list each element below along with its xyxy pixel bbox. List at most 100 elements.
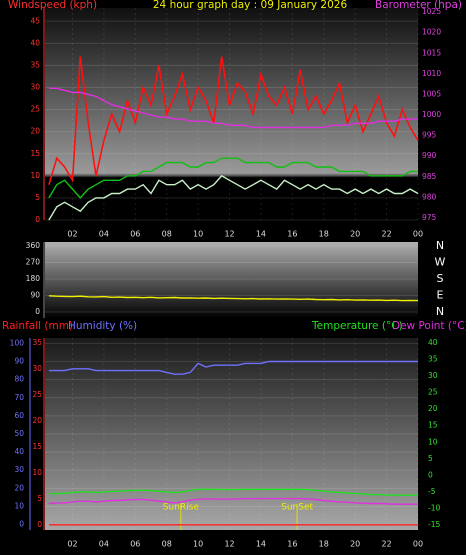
x-tick-label: 20	[350, 540, 360, 549]
y2-tick-label: 980	[422, 192, 437, 201]
y-tick-label: 25	[30, 105, 40, 114]
series-line	[48, 360, 418, 375]
y3-tick-label: 5	[37, 494, 42, 503]
y2-tick-label: 40	[428, 338, 438, 347]
y2-tick-label: E	[437, 288, 444, 301]
series-line	[48, 87, 418, 129]
y3-tick-label: 30	[32, 364, 42, 373]
y2-tick-label: 5	[428, 454, 433, 463]
y2-tick-label: 35	[428, 355, 438, 364]
y2-tick-label: -10	[428, 503, 440, 512]
y-tick-label: 90	[14, 357, 24, 366]
y2-tick-label: 990	[422, 151, 437, 160]
y3-tick-label: 25	[32, 390, 42, 399]
y-tick-label: 45	[30, 16, 40, 25]
y-tick-label: 5	[35, 193, 40, 202]
x-tick-label: 10	[193, 230, 203, 239]
y2-tick-label: 985	[422, 172, 437, 181]
x-tick-label: 16	[287, 230, 297, 239]
y-tick-label: 30	[14, 465, 24, 474]
y2-tick-label: 30	[428, 371, 438, 380]
x-tick-label: 06	[130, 230, 140, 239]
y-tick-label: 40	[30, 38, 40, 47]
y2-tick-label: S	[437, 272, 444, 285]
series-line	[48, 488, 418, 496]
x-tick-label: 18	[319, 540, 329, 549]
y2-tick-label: -5	[428, 487, 436, 496]
x-tick-label: 02	[67, 540, 77, 549]
legend-entry: Dew Point (°C)	[392, 320, 466, 332]
y2-tick-label: 1005	[422, 89, 441, 98]
plot-area	[45, 242, 418, 318]
y2-tick-label: 20	[428, 404, 438, 413]
y-tick-label: 180	[26, 274, 41, 283]
y3-tick-label: 15	[32, 442, 42, 451]
y2-tick-label: 0	[428, 470, 433, 479]
y-tick-label: 60	[14, 411, 24, 420]
x-tick-label: 08	[162, 540, 172, 549]
x-tick-label: 08	[162, 230, 172, 239]
series-line	[48, 56, 419, 185]
plot-area	[45, 8, 418, 220]
y2-tick-label: 1020	[422, 28, 441, 37]
series-line	[48, 497, 418, 505]
y-tick-label: 30	[30, 83, 40, 92]
y-tick-label: 80	[14, 375, 24, 384]
y2-tick-label: 10	[428, 437, 438, 446]
y2-tick-label: 15	[428, 421, 438, 430]
chart-title: 24 hour graph day : 09 January 2026	[153, 0, 348, 11]
x-tick-label: 22	[381, 230, 391, 239]
x-tick-label: 10	[193, 540, 203, 549]
x-tick-label: 18	[319, 230, 329, 239]
y2-tick-label: 1000	[422, 110, 441, 119]
y3-tick-label: 35	[32, 338, 42, 347]
y2-tick-label: 1010	[422, 69, 441, 78]
y-axis-label: Windspeed (kph)	[8, 0, 97, 11]
y3-tick-label: 20	[32, 416, 42, 425]
y-tick-label: 35	[30, 60, 40, 69]
y-tick-label: 70	[14, 393, 24, 402]
y2-tick-label: W	[435, 256, 446, 269]
y-tick-label: 0	[35, 215, 40, 224]
x-tick-label: 16	[287, 540, 297, 549]
y-tick-label: 15	[30, 149, 40, 158]
y-tick-label: 100	[10, 338, 25, 347]
y3-tick-label: 0	[37, 520, 42, 529]
y-tick-label: 50	[14, 429, 24, 438]
y2-tick-label: 995	[422, 131, 437, 140]
y3-tick-label: 10	[32, 468, 42, 477]
x-tick-label: 04	[99, 540, 109, 549]
y-tick-label: 10	[14, 501, 24, 510]
y2-tick-label: 1015	[422, 48, 441, 57]
y-tick-label: 90	[30, 290, 40, 299]
series-line	[48, 295, 419, 302]
legend-entry: Temperature (°C)	[311, 320, 403, 332]
y-tick-label: 10	[30, 171, 40, 180]
y2-tick-label: 975	[422, 213, 437, 222]
y-tick-label: 0	[35, 307, 40, 316]
legend-entry: Humidity (%)	[68, 320, 137, 332]
x-tick-label: 14	[256, 230, 266, 239]
annotation: SunRise	[163, 503, 200, 513]
series-line	[48, 157, 418, 199]
x-tick-label: 12	[224, 230, 234, 239]
y-tick-label: 20	[14, 483, 24, 492]
x-tick-label: 00	[413, 230, 423, 239]
series-line	[48, 174, 419, 221]
y2-tick-label: N	[436, 239, 444, 252]
x-tick-label: 00	[413, 540, 423, 549]
x-tick-label: 20	[350, 230, 360, 239]
x-tick-label: 14	[256, 540, 266, 549]
x-tick-label: 04	[99, 230, 109, 239]
y-tick-label: 20	[30, 127, 40, 136]
y2-tick-label: 25	[428, 388, 438, 397]
y-tick-label: 270	[26, 258, 41, 267]
x-tick-label: 02	[67, 230, 77, 239]
legend-entry: Rainfall (mm)	[2, 320, 73, 332]
annotation: SunSet	[281, 503, 313, 513]
y-tick-label: 360	[26, 241, 41, 250]
y2-tick-label: -15	[428, 520, 440, 529]
x-tick-label: 12	[224, 540, 234, 549]
y2-tick-label: N	[436, 305, 444, 318]
